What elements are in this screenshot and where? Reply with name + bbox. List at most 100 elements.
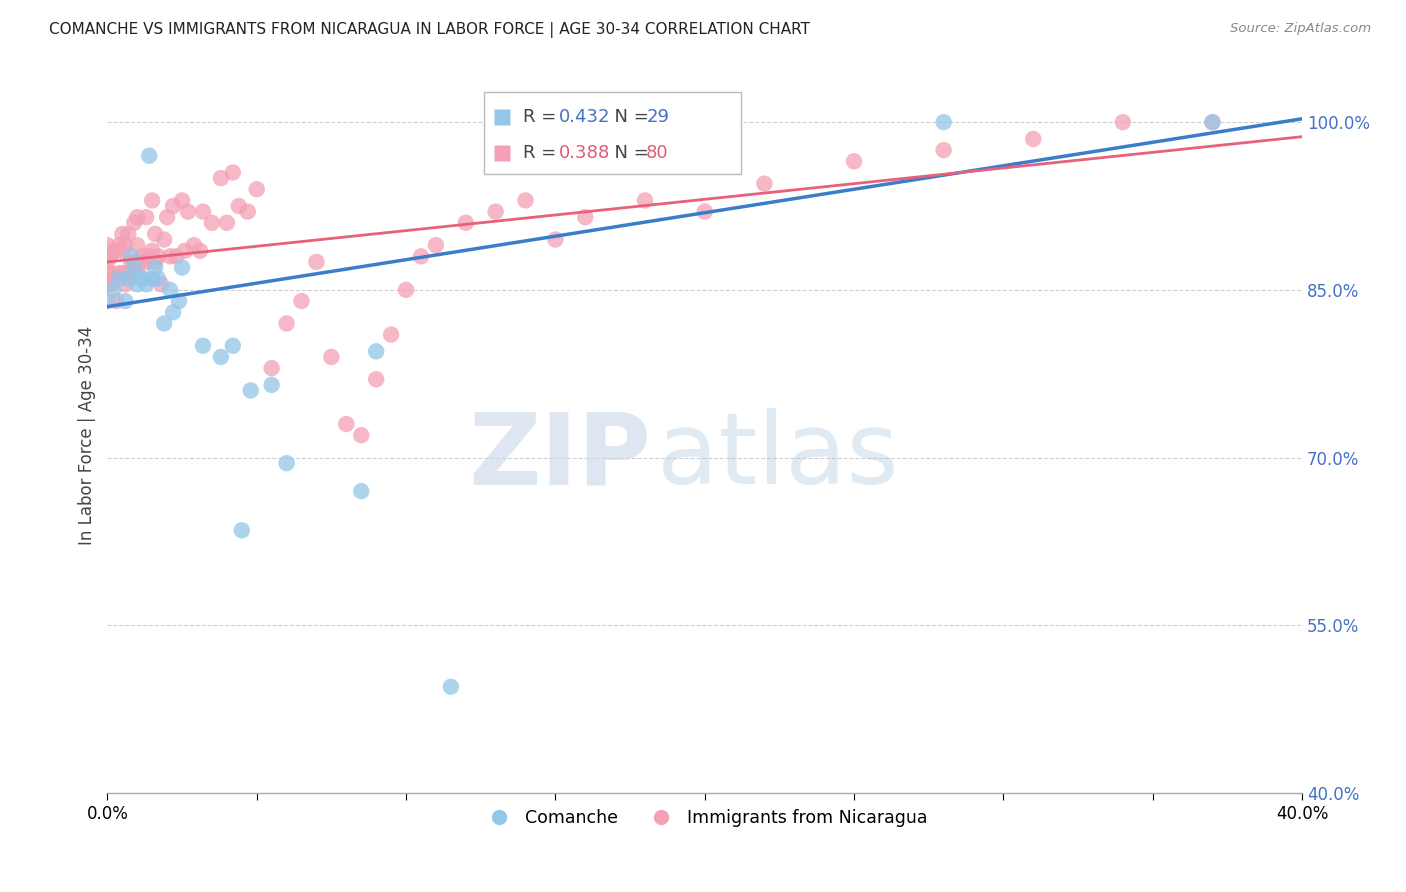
Point	[132, 249, 155, 263]
Point	[321, 350, 343, 364]
Point	[138, 149, 160, 163]
Point	[120, 249, 142, 263]
Point	[122, 260, 145, 275]
Text: COMANCHE VS IMMIGRANTS FROM NICARAGUA IN LABOR FORCE | AGE 30-34 CORRELATION CHA: COMANCHE VS IMMIGRANTS FROM NICARAGUA IN…	[49, 22, 810, 38]
Point	[117, 266, 139, 280]
Point	[98, 249, 121, 263]
Text: R =: R =	[523, 108, 562, 126]
Point	[108, 271, 131, 285]
Point	[167, 294, 190, 309]
Text: atlas: atlas	[657, 409, 898, 505]
Text: N =: N =	[603, 108, 655, 126]
Point	[231, 523, 253, 537]
Point	[132, 271, 155, 285]
Point	[191, 339, 214, 353]
Point	[276, 317, 298, 331]
Text: R =: R =	[523, 144, 562, 161]
Point	[129, 271, 152, 285]
Point	[108, 266, 131, 280]
Point	[932, 115, 955, 129]
Point	[693, 204, 716, 219]
Legend: Comanche, Immigrants from Nicaragua: Comanche, Immigrants from Nicaragua	[475, 803, 935, 834]
Point	[228, 199, 250, 213]
Point	[260, 378, 283, 392]
Point	[143, 260, 166, 275]
Point	[170, 260, 193, 275]
Point	[260, 361, 283, 376]
Point	[485, 204, 508, 219]
Point	[96, 238, 118, 252]
Point	[425, 238, 447, 252]
Point	[183, 238, 205, 252]
Point	[103, 283, 125, 297]
Point	[380, 327, 402, 342]
Point	[111, 227, 134, 241]
Point	[127, 210, 149, 224]
Point	[170, 194, 193, 208]
Point	[111, 266, 134, 280]
Point	[135, 210, 157, 224]
Point	[1022, 132, 1045, 146]
Point	[114, 238, 136, 252]
Point	[276, 456, 298, 470]
Point	[1201, 115, 1223, 129]
Point	[209, 350, 232, 364]
Point	[162, 305, 184, 319]
Point	[222, 165, 245, 179]
Text: 0.388: 0.388	[560, 144, 610, 161]
Point	[215, 216, 238, 230]
Point	[754, 177, 776, 191]
Text: Source: ZipAtlas.com: Source: ZipAtlas.com	[1230, 22, 1371, 36]
Point	[246, 182, 269, 196]
Point	[515, 194, 537, 208]
Point	[395, 283, 418, 297]
Point	[141, 194, 163, 208]
Point	[96, 294, 118, 309]
Point	[135, 277, 157, 292]
Point	[108, 238, 131, 252]
Text: 0.432: 0.432	[560, 108, 610, 126]
Point	[191, 204, 214, 219]
Point	[177, 204, 200, 219]
Point	[156, 210, 179, 224]
Point	[932, 143, 955, 157]
Point	[96, 266, 118, 280]
Point	[454, 216, 477, 230]
Point	[153, 233, 176, 247]
Point	[239, 384, 262, 398]
Point	[236, 204, 259, 219]
Point	[634, 194, 657, 208]
Point	[159, 283, 181, 297]
Point	[122, 216, 145, 230]
Point	[129, 255, 152, 269]
Point	[127, 277, 149, 292]
Point	[98, 277, 121, 292]
Point	[122, 255, 145, 269]
Point	[305, 255, 328, 269]
Point	[150, 277, 173, 292]
Point	[350, 484, 373, 499]
Point	[127, 266, 149, 280]
Point	[117, 271, 139, 285]
Point	[117, 227, 139, 241]
Point	[159, 249, 181, 263]
Point	[138, 249, 160, 263]
Bar	[484, 92, 741, 174]
Point	[146, 271, 169, 285]
Point	[1201, 115, 1223, 129]
Point	[96, 255, 118, 269]
Text: N =: N =	[603, 144, 655, 161]
Point	[114, 277, 136, 292]
Point	[105, 244, 128, 258]
Point	[103, 271, 125, 285]
Point	[96, 277, 118, 292]
Point	[222, 339, 245, 353]
Text: ZIP: ZIP	[468, 409, 651, 505]
Text: 80: 80	[647, 144, 669, 161]
Point	[366, 372, 388, 386]
Point	[135, 255, 157, 269]
Point	[335, 417, 357, 431]
Text: 29: 29	[647, 108, 669, 126]
Point	[209, 171, 232, 186]
Point	[114, 294, 136, 309]
